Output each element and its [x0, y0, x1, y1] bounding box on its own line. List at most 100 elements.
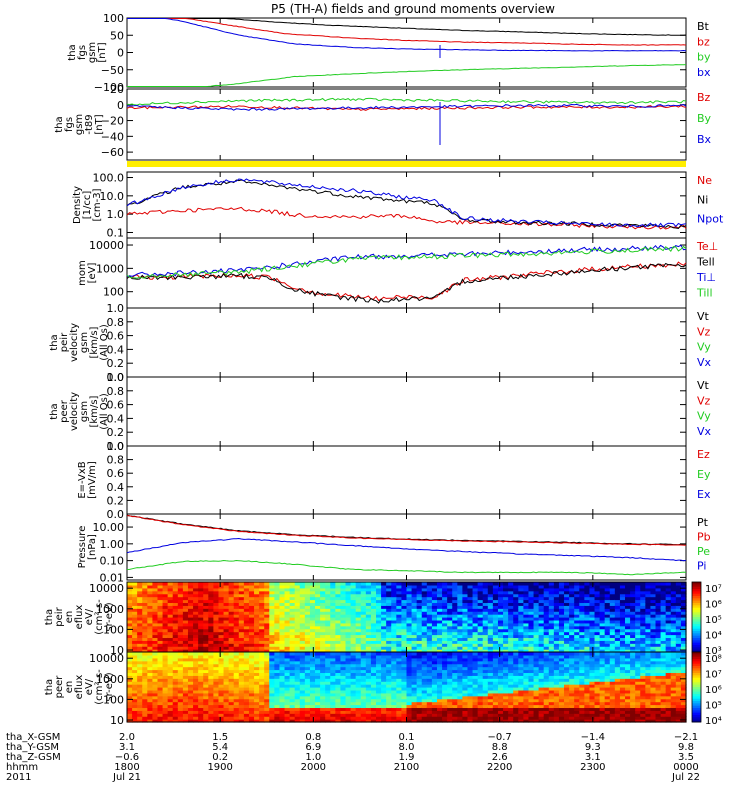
spectrogram-cell — [462, 617, 469, 621]
spectrogram-cell — [472, 678, 479, 682]
spectrogram-cell — [630, 649, 636, 653]
spectrogram-cell — [127, 622, 133, 627]
spectrogram-cell — [167, 593, 174, 598]
spectrogram-cell — [503, 716, 509, 720]
colorbar-step — [692, 649, 701, 653]
colorbar-tick-label: 10³ — [705, 646, 722, 657]
spectrogram-cell — [619, 599, 626, 604]
spectrogram-cell — [248, 698, 255, 703]
spectrogram-cell — [254, 640, 260, 644]
spectrogram-cell — [467, 622, 474, 627]
spectrogram-cell — [289, 617, 296, 621]
spectrogram-cell — [497, 637, 504, 641]
spectrogram-cell — [167, 663, 174, 668]
colorbar-step — [692, 617, 701, 620]
spectrogram-cell — [665, 593, 672, 598]
spectrogram-cell — [248, 596, 255, 601]
spectrogram-cell — [254, 582, 260, 586]
spectrogram-cell — [289, 695, 296, 700]
spectrogram-cell — [157, 692, 164, 697]
spectrogram-cell — [370, 617, 377, 621]
spectrogram-cell — [198, 716, 204, 720]
spectrogram-cell — [528, 582, 535, 586]
spectrogram-cell — [254, 684, 260, 688]
spectrogram-cell — [543, 587, 550, 592]
spectrogram-cell — [518, 666, 524, 671]
colorbar-tick-label: 10⁶ — [705, 600, 722, 611]
spectrogram-cell — [523, 582, 530, 586]
spectrogram-cell — [320, 608, 326, 612]
spectrogram-cell — [426, 611, 433, 615]
spectrogram-cell — [497, 716, 504, 720]
spectrogram-cell — [228, 593, 235, 598]
spectrogram-cell — [660, 625, 667, 630]
spectrogram-cell — [340, 649, 347, 653]
spectrogram-cell — [193, 619, 199, 624]
spectrogram-cell — [309, 628, 316, 633]
spectrogram-cell — [284, 649, 291, 653]
spectrogram-cell — [421, 593, 428, 598]
spectrogram-cell — [508, 608, 514, 612]
spectrogram-cell — [447, 649, 453, 653]
spectrogram-cell — [604, 590, 611, 595]
spectrogram-cell — [482, 713, 489, 717]
spectrogram-cell — [457, 631, 463, 636]
spectrogram-cell — [548, 634, 555, 639]
spectrogram-cell — [594, 596, 601, 601]
spectrogram-cell — [396, 582, 403, 586]
spectrogram-cell — [279, 675, 286, 679]
spectrogram-cell — [553, 643, 560, 647]
spectrogram-cell — [248, 608, 255, 612]
spectrogram-cell — [162, 684, 169, 688]
spectrogram-cell — [254, 719, 260, 723]
spectrogram-cell — [477, 596, 484, 601]
spectrogram-cell — [492, 692, 499, 697]
spectrogram-cell — [386, 695, 392, 700]
spectrogram-cell — [284, 605, 291, 609]
spectrogram-cell — [238, 698, 245, 703]
spectrogram-cell — [172, 596, 179, 601]
spectrogram-cell — [386, 619, 392, 624]
spectrogram-cell — [640, 593, 646, 598]
spectrogram-cell — [289, 689, 296, 694]
spectrogram-cell — [416, 660, 423, 665]
spectrogram-cell — [680, 611, 687, 615]
spectrogram-cell — [477, 599, 484, 604]
spectrogram-cell — [208, 689, 214, 694]
spectrogram-cell — [431, 584, 438, 589]
spectrogram-cell — [315, 657, 321, 662]
spectrogram-cell — [640, 611, 646, 615]
spectrogram-cell — [233, 599, 240, 604]
spectrogram-cell — [391, 669, 397, 674]
spectrogram-cell — [182, 608, 189, 612]
spectrogram-cell — [416, 687, 423, 691]
spectrogram-cell — [492, 716, 499, 720]
spectrogram-cell — [350, 704, 357, 709]
spectrogram-cell — [569, 637, 575, 641]
spectrogram-cell — [330, 614, 336, 618]
spectrogram-cell — [523, 625, 530, 630]
spectrogram-cell — [299, 611, 306, 615]
spectrogram-cell — [182, 669, 189, 674]
spectrogram-cell — [355, 649, 362, 653]
spectrogram-cell — [243, 672, 250, 676]
spectrogram-cell — [325, 678, 331, 682]
spectrogram-cell — [411, 646, 418, 650]
spectrogram-cell — [335, 631, 342, 636]
spectrogram-cell — [416, 716, 423, 720]
spectrogram-cell — [238, 614, 245, 618]
spectrogram-cell — [508, 704, 514, 709]
spectrogram-cell — [513, 663, 519, 668]
spectrogram-cell — [167, 698, 174, 703]
spectrogram-cell — [304, 672, 311, 676]
spectrogram-cell — [472, 649, 479, 653]
spectrogram-cell — [157, 582, 164, 586]
spectrogram-cell — [426, 643, 433, 647]
spectrogram-cell — [589, 646, 596, 650]
series-line-bt — [127, 18, 687, 36]
spectrogram-cell — [335, 660, 342, 665]
spectrogram-cell — [381, 628, 387, 633]
spectrogram-cell — [553, 622, 560, 627]
spectrogram-cell — [259, 596, 265, 601]
spectrogram-cell — [533, 596, 540, 601]
